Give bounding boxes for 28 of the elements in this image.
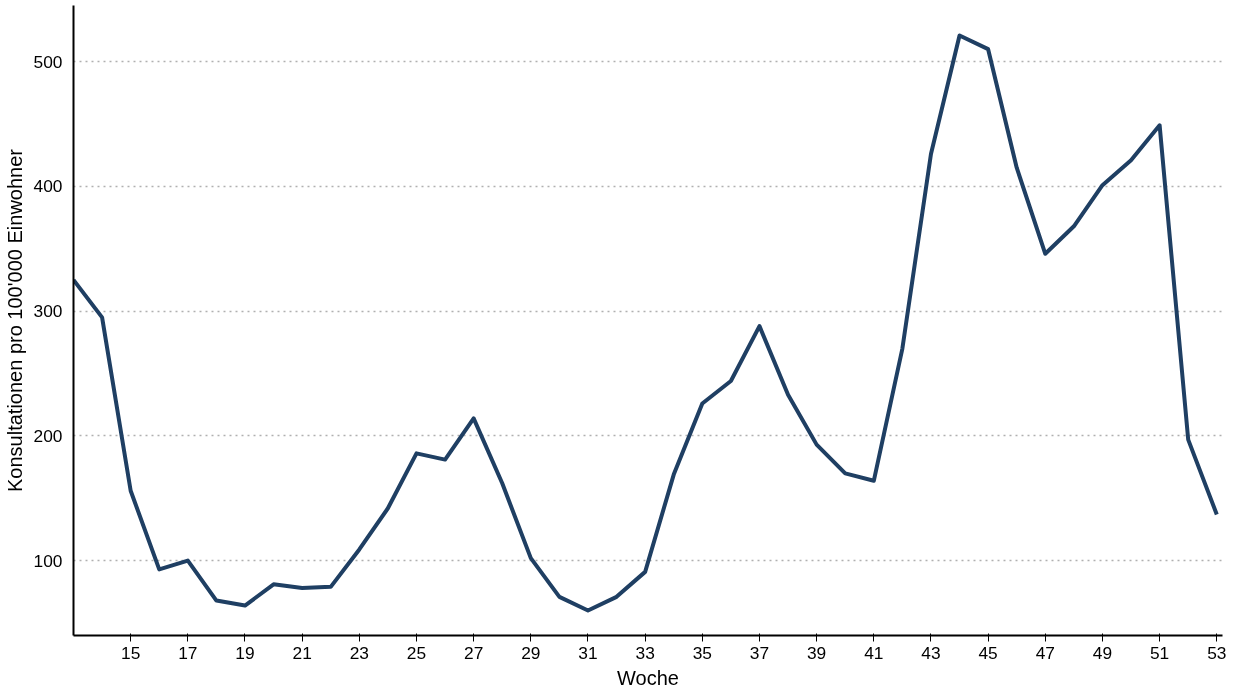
- x-tick-label: 53: [1207, 642, 1227, 663]
- x-tick-label: 37: [749, 642, 770, 663]
- x-tick-label: 23: [349, 642, 369, 663]
- y-tick-label: 100: [33, 550, 63, 571]
- x-tick-label: 49: [1092, 642, 1113, 663]
- line-series: [73, 33, 1219, 613]
- y-tick-label: 400: [33, 176, 63, 197]
- x-tick-label: 35: [692, 642, 712, 663]
- y-tick-label: 500: [33, 51, 63, 72]
- x-tick-label: 27: [464, 642, 484, 663]
- x-tick-label: 21: [292, 642, 312, 663]
- x-tick-label: 41: [864, 642, 884, 663]
- x-tick-label: 17: [178, 642, 198, 663]
- x-tick-label: 31: [578, 642, 598, 663]
- x-tick-label: 25: [406, 642, 427, 663]
- x-tick-label: 19: [235, 642, 255, 663]
- x-tick-label: 29: [521, 642, 541, 663]
- x-tick-label: 15: [121, 642, 141, 663]
- x-tick-label: 33: [635, 642, 655, 663]
- y-axis-title: Konsultationen pro 100'000 Einwohner: [3, 148, 26, 492]
- x-tick-label: 45: [978, 642, 998, 663]
- x-tick-label: 47: [1035, 642, 1055, 663]
- x-tick-label: 39: [807, 642, 827, 663]
- x-tick-label: 51: [1149, 642, 1170, 663]
- y-tick-label: 200: [33, 425, 63, 446]
- x-axis-title: Woche: [617, 666, 679, 689]
- x-tick-label: 43: [921, 642, 941, 663]
- y-tick-label: 300: [33, 301, 63, 322]
